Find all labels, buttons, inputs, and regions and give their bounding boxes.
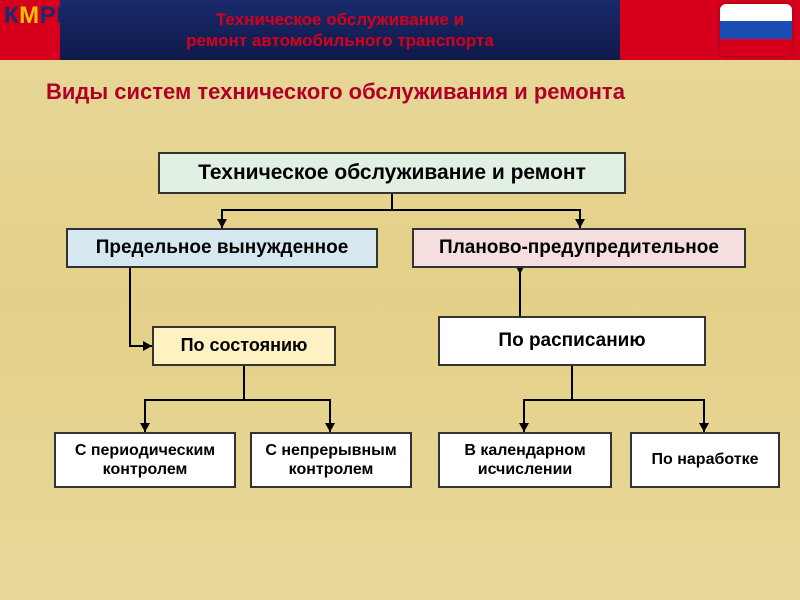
node-ll: С периодическим контролем [54,432,236,488]
arrowhead-9 [699,423,709,432]
node-l1: Предельное вынужденное [66,228,378,268]
flag-stripe-white [720,4,792,21]
edge-0 [222,194,392,228]
node-r2: По расписанию [438,316,706,366]
node-rr: По наработке [630,432,780,488]
flag-icon [720,4,792,56]
arrowhead-6 [140,423,150,432]
edge-1 [392,194,580,228]
edge-6 [145,366,244,432]
edge-7 [244,366,330,432]
node-r1: Планово-предупредительное [412,228,746,268]
header-line-1: Техническое обслуживание и [216,9,464,30]
node-lr: С непрерывным контролем [250,432,412,488]
node-rl: В календарном исчислении [438,432,612,488]
header-blue-block: Техническое обслуживание и ремонт автомо… [60,0,620,60]
edge-8 [524,366,572,432]
edge-2 [130,268,152,346]
arrowhead-7 [325,423,335,432]
flag-stripe-blue [720,21,792,38]
slide-canvas: КМРК Техническое обслуживание и ремонт а… [0,0,800,600]
node-l2: По состоянию [152,326,336,366]
arrowhead-1 [575,219,585,228]
page-title: Виды систем технического обслуживания и … [46,78,754,106]
node-root: Техническое обслуживание и ремонт [158,152,626,194]
arrowhead-8 [519,423,529,432]
flag-stripe-red [720,39,792,56]
arrowhead-2 [143,341,152,351]
arrowhead-0 [217,219,227,228]
edge-9 [572,366,704,432]
header-line-2: ремонт автомобильного транспорта [186,30,494,51]
